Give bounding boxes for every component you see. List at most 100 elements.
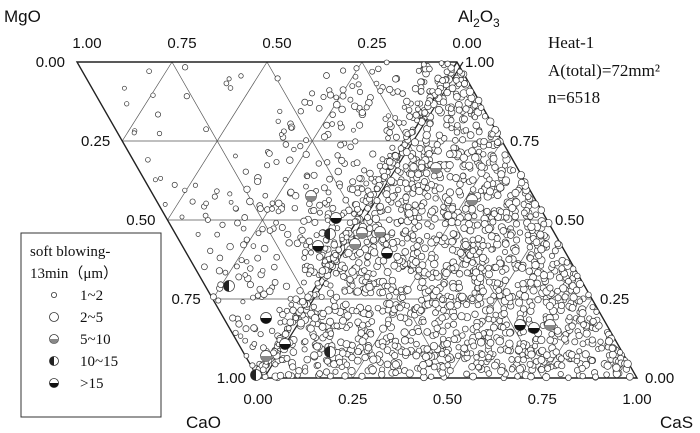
data-point-1766	[316, 201, 324, 209]
data-point-1343	[333, 322, 341, 330]
data-point-968	[450, 320, 458, 328]
data-point-818	[393, 289, 400, 296]
data-point-1097	[479, 241, 487, 250]
data-point-1330	[434, 146, 442, 155]
data-point-1400	[418, 278, 427, 287]
data-point-1795	[297, 306, 305, 314]
data-point-1294	[579, 340, 587, 348]
data-point-1790	[421, 109, 429, 116]
data-point-1481	[396, 313, 405, 321]
data-point-1805	[273, 219, 279, 226]
data-point-1254	[489, 154, 498, 163]
data-point-1340	[576, 298, 583, 305]
data-point-1874	[310, 171, 318, 179]
data-point-1414	[452, 76, 460, 84]
data-point-1451	[446, 150, 454, 158]
data-point-523	[471, 101, 479, 109]
data-point-156	[579, 372, 586, 380]
data-point-1121	[438, 314, 446, 322]
data-point-1834	[288, 301, 295, 308]
data-point-1889	[339, 86, 347, 94]
data-point-1490	[433, 141, 441, 149]
data-point-1922	[240, 299, 246, 305]
data-point-759	[367, 330, 375, 338]
data-point-1350	[390, 261, 399, 270]
data-point-747	[565, 277, 572, 285]
data-point-1398	[475, 363, 482, 371]
data-point-1961	[204, 216, 211, 223]
data-point-1893	[368, 175, 375, 182]
data-point-485	[416, 144, 424, 153]
data-point-1052	[415, 214, 423, 221]
left-tick-2: 0.50	[126, 212, 155, 229]
data-point-602	[493, 234, 501, 242]
data-point-1394	[402, 148, 411, 156]
data-point-1086	[459, 172, 467, 180]
data-point-1750	[201, 263, 208, 271]
data-point-1522	[259, 225, 266, 233]
data-point-1320	[368, 365, 377, 375]
data-point-1429	[542, 240, 550, 248]
data-point-1833	[281, 330, 290, 338]
data-point-1723	[356, 88, 364, 96]
data-point-1166	[318, 323, 327, 331]
data-point-1150	[460, 224, 468, 232]
data-point-411	[448, 246, 457, 254]
data-point-556	[398, 206, 404, 213]
data-point-1221	[419, 361, 428, 370]
data-point-931	[343, 311, 352, 320]
data-point-439	[571, 338, 579, 346]
data-point-1955	[244, 259, 250, 265]
data-point-969	[519, 305, 528, 313]
data-point-1014	[327, 282, 334, 289]
data-point-1168	[459, 332, 466, 339]
data-point-1374	[431, 299, 440, 308]
data-point-1076	[417, 252, 426, 261]
legend-title-line2: 13min（μm）	[30, 265, 118, 282]
data-point-1887	[385, 158, 394, 166]
data-point-678	[364, 214, 372, 222]
data-point-2003	[282, 176, 288, 183]
data-point-1725	[234, 219, 241, 227]
data-point-946	[383, 268, 392, 277]
data-point-1781	[411, 85, 420, 93]
data-point-1436	[444, 362, 451, 369]
data-point-1482	[347, 367, 356, 375]
data-point-1963	[233, 153, 238, 159]
data-point-429	[303, 355, 312, 364]
data-point-1004	[502, 249, 508, 255]
data-point-1925	[219, 221, 226, 228]
data-point-1493	[388, 286, 395, 293]
data-point-1953	[158, 175, 164, 181]
data-point-1352	[326, 289, 335, 297]
legend-label-1: 2~5	[80, 310, 103, 326]
data-point-1714	[322, 199, 328, 206]
legend-box	[20, 232, 162, 418]
data-point-1438	[425, 287, 432, 295]
data-point-1260	[333, 293, 340, 301]
legend-label-2: 5~10	[80, 332, 111, 348]
legend-entry-0: 1~2	[51, 288, 103, 304]
data-point-1986	[131, 130, 137, 136]
data-point-1269	[400, 336, 410, 345]
data-point-900	[402, 163, 409, 170]
data-point-1125	[313, 342, 322, 351]
data-point-1033	[616, 349, 624, 356]
data-point-518	[528, 302, 536, 309]
data-point-1878	[300, 217, 308, 225]
data-point-1798	[373, 185, 381, 192]
data-point-1861	[301, 279, 307, 286]
data-point-1971	[214, 188, 220, 194]
data-point-48	[532, 211, 540, 218]
data-point-1705	[207, 247, 214, 254]
data-point-2023	[514, 319, 526, 331]
data-point-1332	[568, 304, 577, 312]
data-point-1711	[320, 133, 329, 141]
data-point-1467	[525, 267, 533, 275]
data-point-1110	[439, 296, 446, 303]
data-point-644	[526, 244, 534, 251]
data-point-1819	[438, 60, 445, 66]
data-point-1416	[366, 224, 374, 232]
top-tick-4: 0.00	[452, 35, 481, 52]
data-point-1605	[323, 121, 331, 129]
